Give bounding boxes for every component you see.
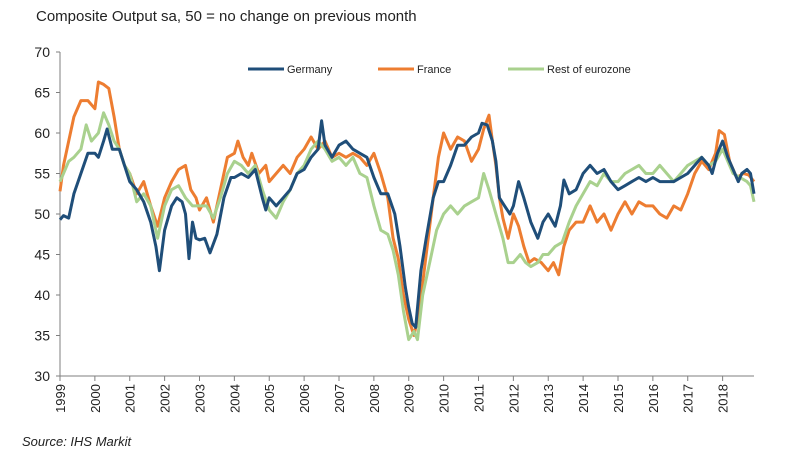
- y-tick-label: 60: [34, 125, 50, 141]
- x-tick-label: 2016: [646, 384, 661, 413]
- legend-label: France: [417, 64, 451, 76]
- chart-axes: 30 35 40 45 50 55 60 65 70 1999 2000 2001 2002 2003 20…: [34, 44, 754, 413]
- y-tick-label: 40: [34, 287, 50, 303]
- y-tick-label: 70: [34, 44, 50, 60]
- y-tick-label: 65: [34, 85, 50, 101]
- x-tick-label: 1999: [53, 384, 68, 413]
- series-line-france: [58, 80, 756, 337]
- x-tick-label: 2010: [437, 384, 452, 413]
- y-tick-label: 30: [34, 368, 50, 384]
- x-tick-label: 2005: [262, 384, 277, 413]
- y-tick-label: 35: [34, 328, 50, 344]
- source-note: Source: IHS Markit: [22, 434, 132, 449]
- chart-title: Composite Output sa, 50 = no change on p…: [36, 8, 417, 25]
- x-tick-label: 2004: [227, 384, 242, 413]
- y-tick-label: 50: [34, 206, 50, 222]
- legend-item: France: [378, 64, 451, 76]
- x-tick-label: 2012: [506, 384, 521, 413]
- legend-item: Rest of eurozone: [508, 64, 631, 76]
- legend-label: Germany: [287, 64, 333, 76]
- x-tick-label: 2008: [367, 384, 382, 413]
- x-tick-label: 2006: [297, 384, 312, 413]
- x-tick-label: 2001: [123, 384, 138, 413]
- series-line-germany: [58, 119, 756, 329]
- x-tick-label: 2007: [332, 384, 347, 413]
- x-tick-label: 2009: [402, 384, 417, 413]
- x-tick-label: 2015: [611, 384, 626, 413]
- series-line-rest-of-eurozone: [58, 111, 756, 342]
- x-tick-label: 2011: [471, 384, 486, 412]
- chart-legend: Germany France Rest of eurozone: [248, 64, 631, 76]
- x-tick-label: 2000: [88, 384, 103, 413]
- x-tick-label: 2017: [681, 384, 696, 413]
- series-layer: [58, 80, 756, 342]
- legend-label: Rest of eurozone: [547, 64, 631, 76]
- x-tick-label: 2003: [192, 384, 207, 413]
- y-tick-label: 55: [34, 166, 50, 182]
- x-tick-label: 2014: [576, 384, 591, 413]
- x-tick-label: 2002: [158, 384, 173, 413]
- x-tick-label: 2013: [541, 384, 556, 413]
- legend-item: Germany: [248, 64, 333, 76]
- x-tick-label: 2018: [716, 384, 731, 413]
- y-tick-label: 45: [34, 247, 50, 263]
